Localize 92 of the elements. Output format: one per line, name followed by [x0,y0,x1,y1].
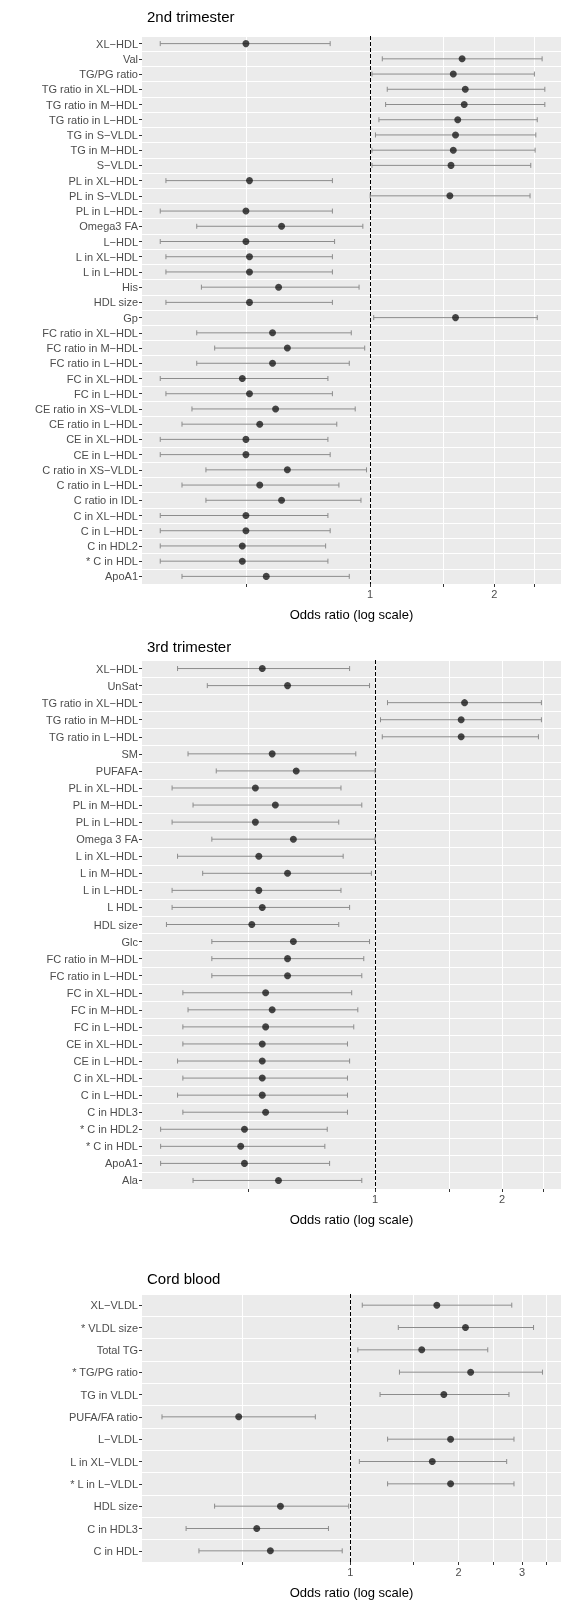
y-tick-label: L−HDL [103,235,138,248]
y-tick-label: FC ratio in M−HDL [46,342,138,355]
y-tick-label: TG ratio in M−HDL [46,98,138,111]
y-tick-label: HDL size [93,1500,138,1513]
y-tick-label: C in L−HDL [80,1089,138,1102]
y-tick-label: FC in L−HDL [74,387,138,400]
y-tick-label: C ratio in L−HDL [56,479,138,492]
y-tick-label: HDL size [93,296,138,309]
y-tick-label: Glc [121,935,139,948]
y-tick-label: * C in HDL [86,555,138,568]
y-tick-label: Val [122,52,138,65]
y-tick-label: FC in M−HDL [71,1003,138,1016]
y-tick-label: L in M−HDL [80,867,138,880]
y-tick-label: * TG/PG ratio [72,1366,138,1379]
y-tick-label: C in HDL2 [87,539,138,552]
y-tick-label: PL in S−VLDL [69,189,138,202]
y-tick-label: PUFA/FA ratio [68,1410,138,1423]
y-tick-label: CE ratio in L−HDL [49,418,138,431]
y-tick-label: His [122,281,139,294]
y-tick-label: CE in L−HDL [73,1055,138,1068]
y-tick-label: TG in VLDL [80,1388,138,1401]
y-tick-label: FC in L−HDL [74,1020,138,1033]
y-tick-label: C ratio in IDL [73,494,138,507]
y-tick-label: TG in S−VLDL [66,128,138,141]
y-tick-label: Omega3 FA [79,220,139,233]
y-tick-label: TG/PG ratio [79,68,138,81]
y-tick-label: FC ratio in L−HDL [49,969,138,982]
y-tick-label: C in HDL [93,1544,138,1557]
y-tick-label: Total TG [96,1343,138,1356]
y-tick-label: C in XL−HDL [73,1072,138,1085]
y-tick-label: XL−HDL [96,662,138,675]
y-tick-label: FC ratio in M−HDL [46,952,138,965]
y-tick-label: TG ratio in M−HDL [46,713,138,726]
y-tick-label: * L in L−VLDL [70,1477,138,1490]
y-tick-label: PL in L−HDL [75,205,138,218]
y-tick-label: PL in M−HDL [72,799,138,812]
y-tick-label: L−VLDL [97,1433,138,1446]
y-tick-label: Omega 3 FA [76,833,139,846]
y-tick-label: XL−HDL [96,37,138,50]
y-tick-label: PUFAFA [95,764,139,777]
y-tick-label: L HDL [107,901,138,914]
y-tick-label: * C in HDL [86,1140,138,1153]
y-tick-label: S−VLDL [96,159,138,172]
y-tick-label: C ratio in XS−VLDL [42,463,138,476]
y-tick-label: XL−VLDL [90,1299,138,1312]
y-tick-label: C in L−HDL [80,524,138,537]
y-tick-label: * C in HDL2 [79,1123,138,1136]
chart-title: 2nd trimester [147,8,235,25]
x-tick-label: 3 [518,1565,526,1578]
y-tick-label: CE in XL−HDL [66,1037,138,1050]
x-axis-title: Odds ratio (log scale) [289,607,414,622]
y-tick-label: Gp [123,311,138,324]
y-tick-label: FC in XL−HDL [66,372,138,385]
y-tick-label: L in XL−VLDL [70,1455,138,1468]
chart-title: 3rd trimester [147,638,232,655]
y-tick-label: C in HDL3 [87,1106,138,1119]
x-tick-label: 1 [367,587,374,600]
x-tick-label: 1 [347,1565,354,1578]
y-tick-label: CE in XL−HDL [66,433,138,446]
y-tick-label: UnSat [107,679,138,692]
y-tick-label: C in XL−HDL [73,509,138,522]
y-tick-label: TG ratio in XL−HDL [41,83,138,96]
x-tick-label: 2 [498,1192,506,1205]
y-tick-label: * VLDL size [80,1321,138,1334]
x-axis-title: Odds ratio (log scale) [289,1585,414,1600]
y-tick-label: CE ratio in XS−VLDL [34,402,138,415]
y-tick-label: FC ratio in L−HDL [49,357,138,370]
x-axis-title: Odds ratio (log scale) [289,1212,414,1227]
y-tick-label: ApoA1 [104,1157,138,1170]
y-tick-label: TG ratio in L−HDL [49,113,138,126]
y-tick-label: TG ratio in XL−HDL [41,696,138,709]
y-tick-label: FC in XL−HDL [66,986,138,999]
chart-title: Cord blood [147,1270,221,1287]
y-tick-label: TG in M−HDL [70,144,138,157]
y-tick-label: HDL size [93,918,138,931]
y-tick-label: C in HDL3 [87,1522,138,1535]
y-tick-label: L in XL−HDL [75,250,138,263]
y-tick-label: SM [121,747,138,760]
y-tick-label: TG ratio in L−HDL [49,730,138,743]
y-tick-label: PL in L−HDL [75,816,138,829]
y-tick-label: ApoA1 [104,570,138,583]
x-tick-label: 1 [372,1192,379,1205]
y-tick-label: FC ratio in XL−HDL [42,326,138,339]
x-tick-label: 2 [455,1565,462,1578]
x-tick-label: 2 [491,587,498,600]
y-tick-label: PL in XL−HDL [68,174,138,187]
y-tick-label: Ala [122,1174,139,1187]
y-tick-label: PL in XL−HDL [68,781,138,794]
y-tick-label: L in L−HDL [83,884,138,897]
y-tick-label: L in L−HDL [83,265,138,278]
y-tick-label: L in XL−HDL [75,850,138,863]
y-tick-label: CE in L−HDL [73,448,138,461]
